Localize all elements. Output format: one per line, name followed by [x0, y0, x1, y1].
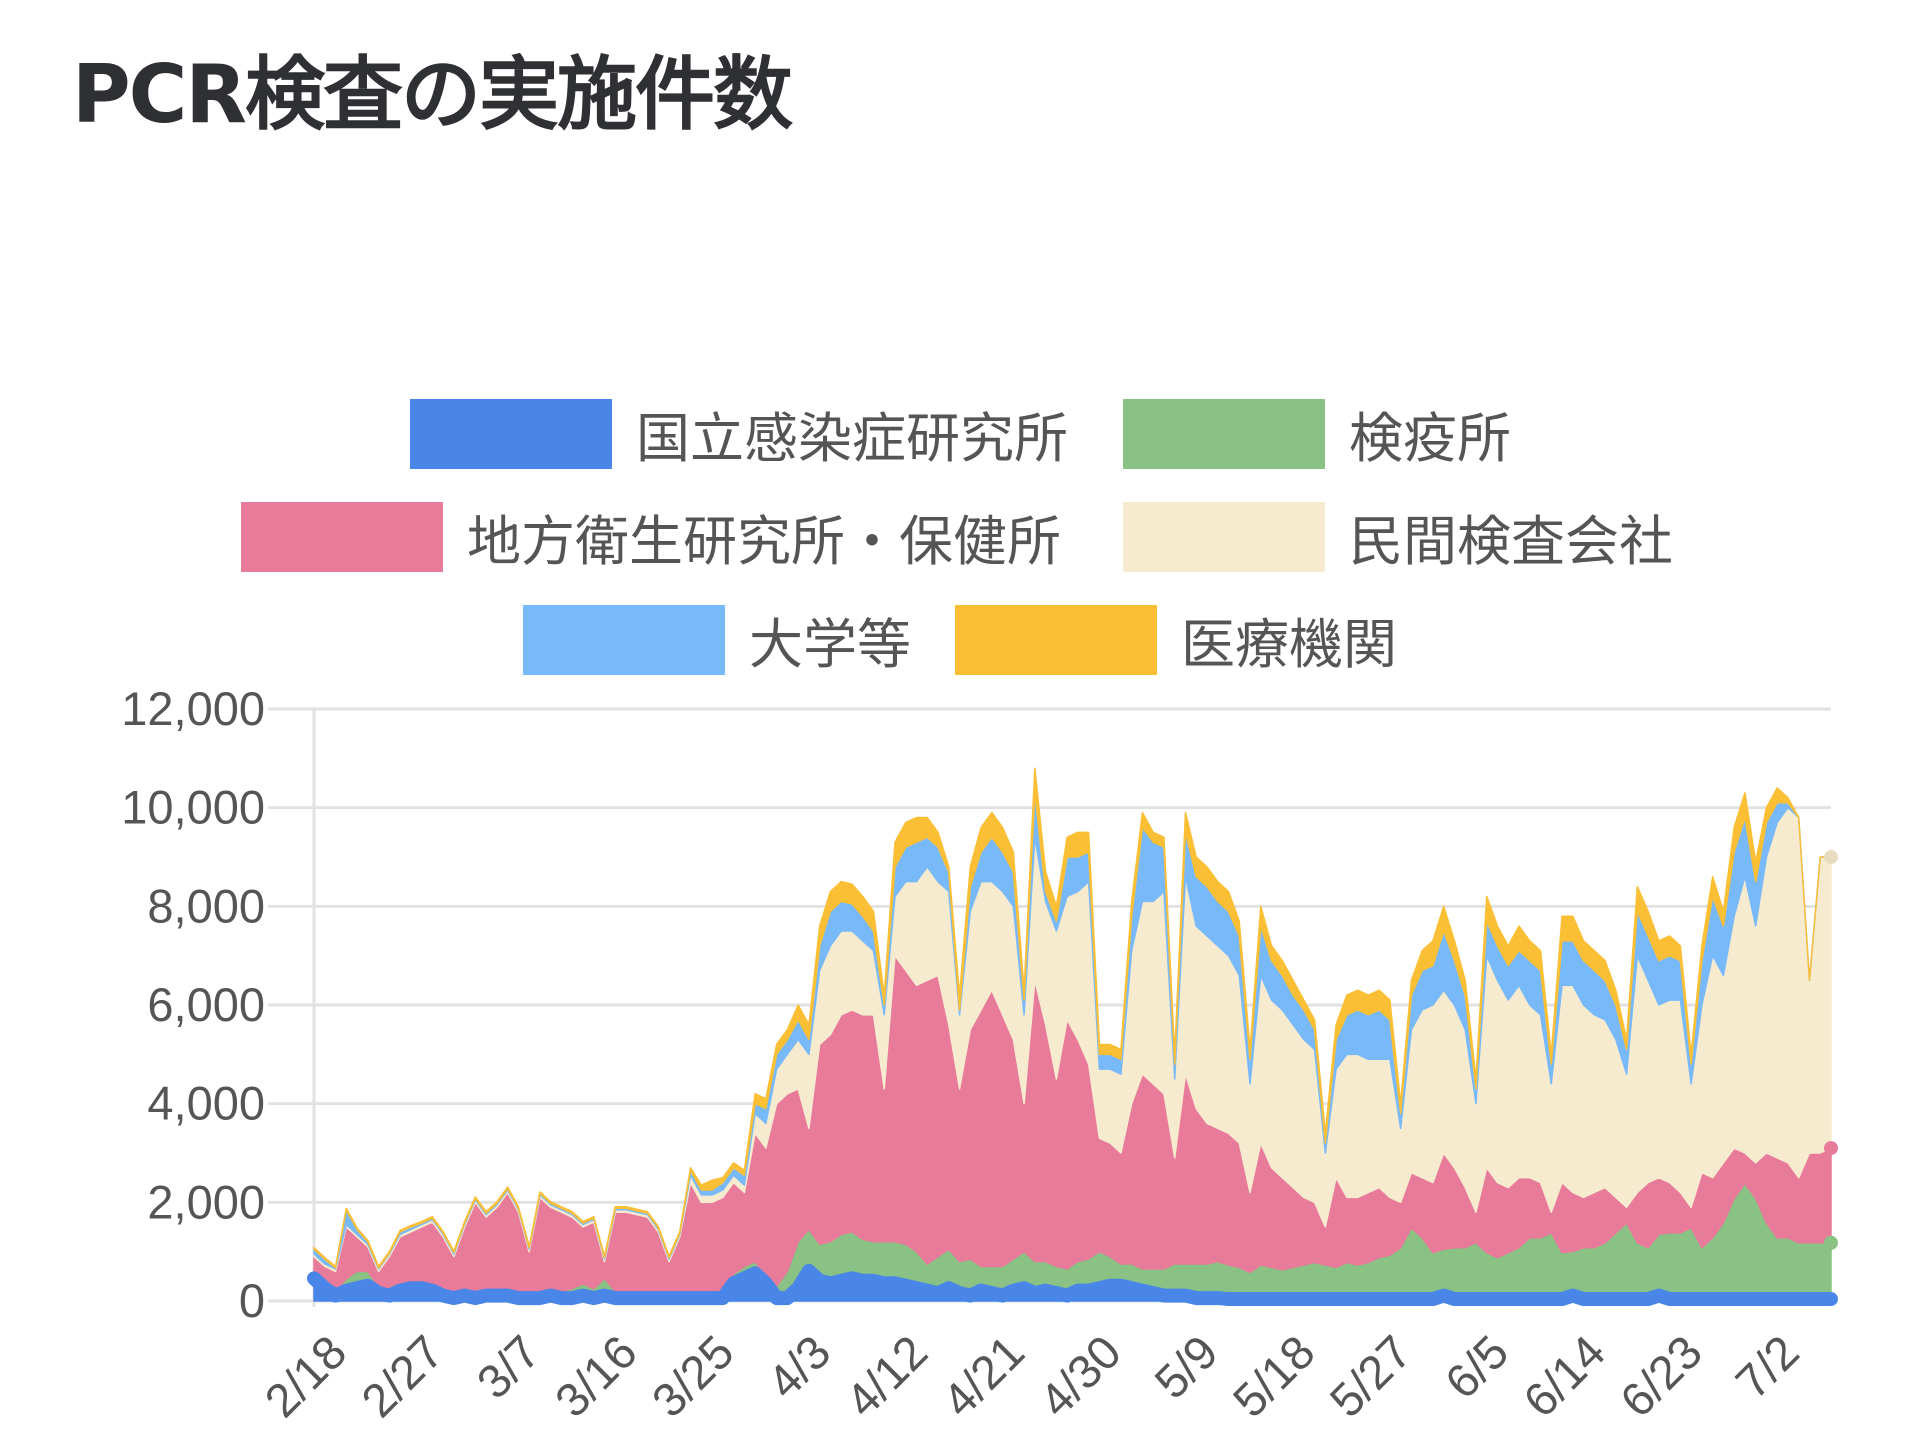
legend-item[interactable]: 医療機関 [955, 600, 1397, 679]
y-tick-label: 12,000 [121, 682, 265, 735]
y-tick-label: 6,000 [147, 978, 265, 1031]
legend-label: 検疫所 [1349, 407, 1511, 470]
legend-label: 地方衛生研究所・保健所 [467, 510, 1061, 573]
legend-swatch [1123, 398, 1325, 469]
x-tick-label: 4/3 [757, 1325, 841, 1409]
y-tick-label: 2,000 [147, 1175, 265, 1228]
legend-label: 大学等 [749, 613, 911, 676]
legend-item[interactable]: 大学等 [523, 600, 911, 679]
x-tick-label: 5/9 [1144, 1325, 1228, 1409]
legend-swatch [523, 604, 725, 675]
end-point-dot [1824, 1235, 1838, 1250]
x-tick-label: 4/21 [932, 1325, 1034, 1427]
legend-swatch [241, 501, 443, 572]
legend-item[interactable]: 国立感染症研究所 [410, 394, 1068, 473]
y-tick-label: 10,000 [121, 781, 265, 834]
x-tick-label: 6/5 [1435, 1325, 1519, 1409]
legend-label: 医療機関 [1181, 613, 1397, 676]
y-axis: 0 2,000 4,000 6,000 8,000 10,000 12,000 [121, 682, 265, 1327]
x-tick-label: 7/2 [1725, 1325, 1809, 1409]
legend-item[interactable]: 検疫所 [1123, 394, 1511, 473]
x-tick-label: 3/7 [466, 1325, 550, 1409]
legend-swatch [955, 604, 1157, 675]
y-tick-label: 8,000 [147, 879, 265, 932]
x-tick-label: 2/18 [254, 1325, 356, 1427]
end-point-dot [1824, 850, 1838, 864]
x-tick-label: 6/23 [1610, 1325, 1712, 1427]
y-tick-label: 4,000 [147, 1077, 265, 1130]
legend-label: 国立感染症研究所 [636, 407, 1068, 470]
y-tick-label: 0 [239, 1274, 265, 1327]
legend-item[interactable]: 民間検査会社 [1123, 497, 1673, 576]
x-axis: 2/182/27 3/73/163/25 4/34/124/214/30 5/95/1… [254, 1325, 1809, 1427]
x-tick-label: 2/27 [351, 1325, 453, 1427]
series-areas [307, 767, 1838, 1307]
legend-swatch [410, 398, 612, 469]
x-tick-label: 6/14 [1513, 1325, 1615, 1427]
chart-title: PCR検査の実施件数 [72, 48, 793, 141]
x-tick-label: 4/12 [835, 1325, 937, 1427]
series-line-0 [307, 1263, 1838, 1307]
x-tick-label: 3/25 [641, 1325, 743, 1427]
legend-label: 民間検査会社 [1349, 510, 1673, 573]
legend-item[interactable]: 地方衛生研究所・保健所 [241, 497, 1061, 576]
end-point-dot [1824, 1141, 1838, 1156]
legend-swatch [1123, 501, 1325, 572]
x-tick-label: 4/30 [1029, 1325, 1131, 1427]
x-tick-label: 5/18 [1222, 1325, 1324, 1427]
x-tick-label: 5/27 [1319, 1325, 1421, 1427]
x-tick-label: 3/16 [545, 1325, 647, 1427]
